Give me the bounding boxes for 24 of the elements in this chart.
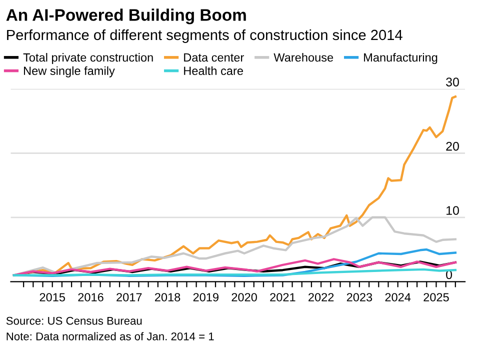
x-tick-label: 2025 — [424, 293, 449, 302]
y-tick-label: 20 — [446, 142, 459, 151]
source-note: Source: US Census Bureau — [6, 316, 142, 325]
x-tick-label: 2020 — [232, 293, 257, 302]
x-tick-label: 2023 — [346, 293, 372, 302]
legend-label: Data center — [184, 53, 244, 62]
legend-label: New single family — [24, 66, 115, 78]
legend-label: Warehouse — [274, 52, 334, 62]
text: Note: Data normalized as of Jan. 2014 = 1 — [6, 332, 214, 340]
legend-label: Health care — [184, 66, 243, 76]
legend-label: Total private construction — [23, 52, 153, 64]
y-tick-label: 30 — [446, 78, 459, 86]
chart-title: An AI-Powered Building Boom — [6, 8, 246, 24]
x-tick-label: 2019 — [193, 293, 218, 302]
x-tick-label: 2022 — [308, 293, 334, 302]
y-tick-label: 10 — [446, 206, 459, 215]
x-tick-label: 2016 — [78, 293, 104, 302]
x-tick-label: 2017 — [116, 293, 142, 302]
legend-label: Manufacturing — [364, 52, 438, 64]
chart-subtitle: Performance of different segments of construction since 2014 — [7, 29, 402, 44]
x-tick-label: 2021 — [270, 293, 296, 302]
x-tick-label: 2018 — [154, 293, 180, 302]
x-tick-label: 2024 — [385, 293, 411, 302]
x-tick-label: 2015 — [40, 293, 65, 302]
